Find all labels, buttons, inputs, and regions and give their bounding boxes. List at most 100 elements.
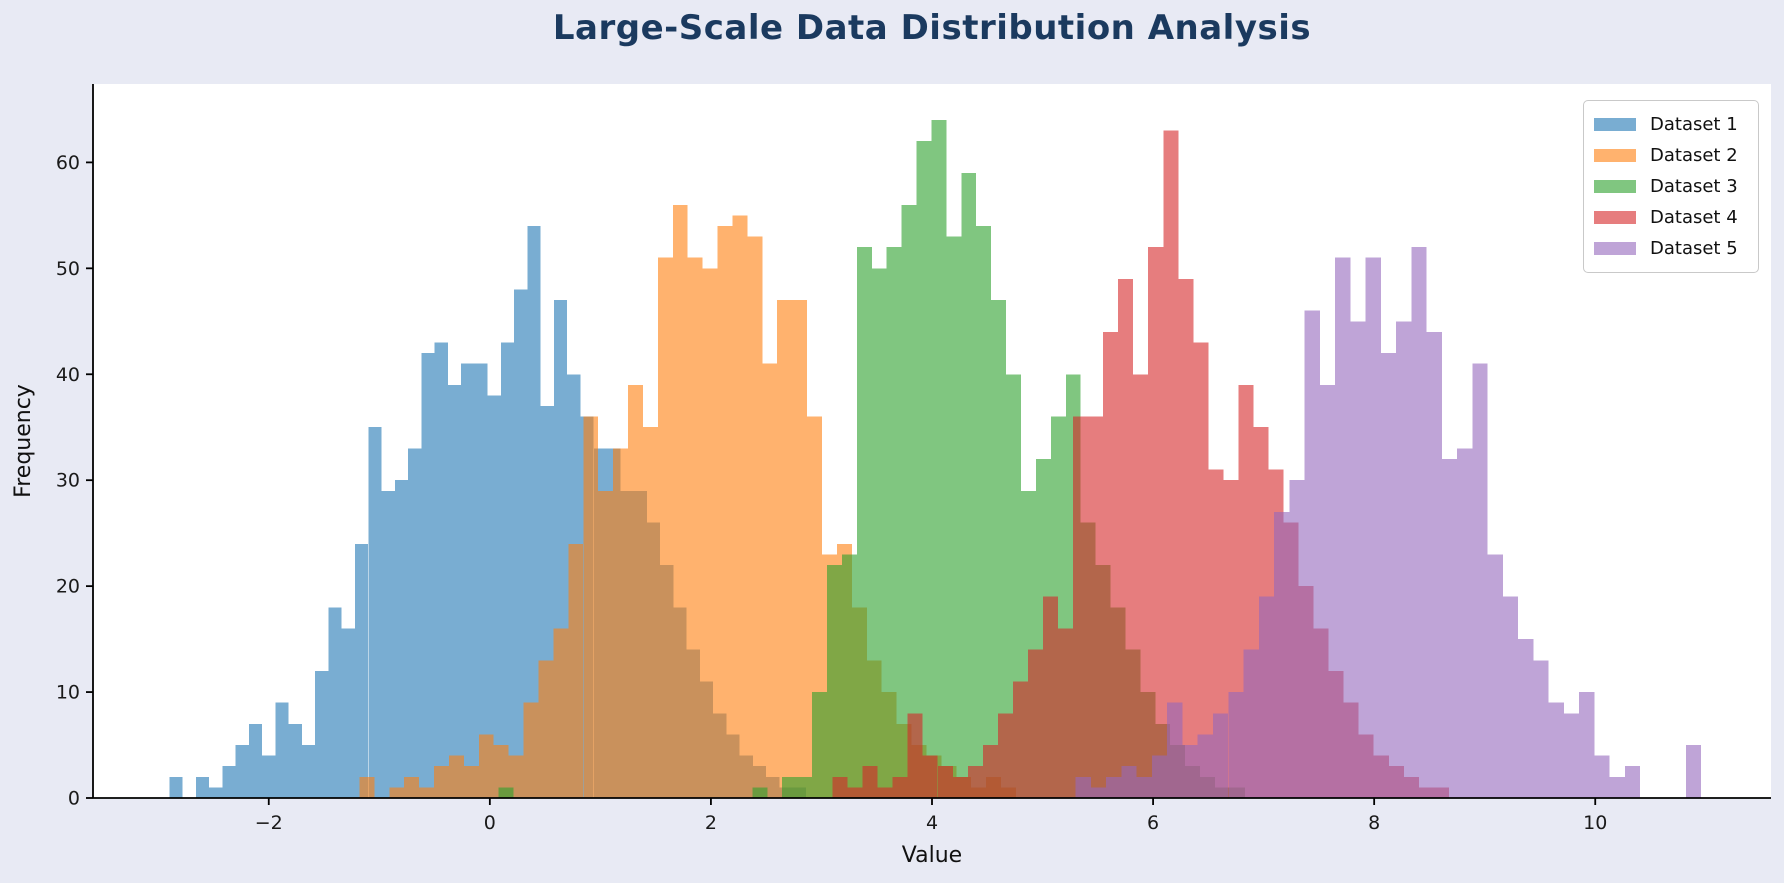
histogram-bar [419,787,435,798]
histogram-bar [394,480,409,798]
histogram-bar [1136,776,1152,798]
legend-item-dataset-5: Dataset 5 [1594,233,1748,264]
y-tick-label: 20 [56,576,80,598]
histogram-bar [493,745,509,798]
histogram-bar [1042,596,1059,798]
histogram-bar [1335,257,1351,799]
histogram-bar [1624,766,1641,798]
histogram-bar [732,215,748,799]
histogram-bar [195,776,210,798]
x-tick-label: 4 [926,812,938,834]
histogram-bar [1121,766,1137,798]
histogram-bar [1012,681,1028,798]
histogram-bar [687,257,703,799]
histogram-bar [952,776,968,798]
histogram-bar [1411,247,1427,798]
histogram-bar [877,787,893,798]
histogram-bar [862,766,878,798]
histogram-bar [1685,745,1702,798]
histogram-bar [777,300,793,798]
histogram-bar [1472,363,1488,798]
legend-label: Dataset 1 [1650,114,1738,135]
x-tick-label: 6 [1147,812,1159,834]
histogram-bar [613,448,629,798]
histogram-bar [341,628,355,798]
y-tick-label: 40 [56,364,80,386]
legend-swatch [1594,211,1636,224]
histogram-bar [886,247,902,798]
y-axis-label: Frequency [11,384,36,498]
histogram-bar [847,787,863,798]
histogram-bar [937,766,953,798]
histogram-bar [408,448,422,798]
histogram-bar [1396,321,1412,798]
histogram-bar [991,300,1007,798]
histogram-bar [1380,353,1397,798]
histogram-bar [628,384,643,798]
histogram-bar [976,225,992,798]
histogram-bar [997,713,1013,798]
histogram-bar [553,628,569,798]
histogram-bar [1167,702,1183,798]
legend-swatch [1594,242,1636,255]
histogram-bar [1487,554,1503,798]
legend-label: Dataset 3 [1650,176,1738,197]
histogram-bar [478,734,494,798]
histogram-bar [301,745,316,798]
histogram-bar [463,766,479,798]
histogram-bar [275,702,289,798]
histogram-bar [871,268,887,799]
histogram-bar [598,490,614,798]
histogram-bar [262,755,276,798]
histogram-bar [1228,692,1244,798]
histogram-bar [1103,331,1119,798]
histogram-bar [1243,649,1259,798]
histogram-bar [169,776,183,798]
histogram-bar [922,755,938,798]
histogram-bars [169,120,1702,799]
legend-item-dataset-3: Dataset 3 [1594,171,1748,202]
histogram-bar [1563,713,1580,798]
histogram-bar [642,427,658,798]
histogram-bar [381,490,395,798]
histogram-bar [222,766,236,798]
histogram-bar [892,776,908,798]
histogram-bar [474,363,488,798]
histogram-bar [762,363,778,798]
histogram-bar [354,543,369,798]
histogram-bar [1058,628,1074,798]
legend-item-dataset-1: Dataset 1 [1594,109,1748,140]
histogram-bar [447,384,462,798]
histogram-bar [288,723,302,798]
histogram-bar [982,745,998,798]
histogram-bar [568,543,584,798]
histogram-bar [1133,374,1149,798]
histogram-bar [1148,247,1164,798]
y-tick-label: 10 [56,682,80,704]
histogram-bar [1151,755,1168,798]
histogram-bar [1163,130,1179,799]
legend-label: Dataset 2 [1650,145,1738,166]
histogram-bar [389,787,405,798]
histogram-bar [1090,787,1107,798]
histogram-bar [359,776,375,798]
histogram-bar [1193,342,1209,798]
histogram-bar [826,564,842,798]
legend-swatch [1594,118,1636,131]
legend-swatch [1594,149,1636,162]
histogram-bar [717,225,733,798]
histogram-bar [498,787,514,798]
chart-title: Large-Scale Data Distribution Analysis [552,8,1312,48]
x-axis-label: Value [902,843,962,868]
histogram-bar [1212,713,1229,798]
histogram-bar [1274,511,1290,798]
y-tick-label: 0 [68,788,80,810]
x-tick-label: 0 [484,812,496,834]
histogram-bar [527,225,541,798]
histogram-bar [1027,649,1043,798]
histogram-bar [792,300,808,798]
x-tick-label: −2 [255,812,283,834]
histogram-bar [812,692,827,798]
histogram-bar [967,766,983,798]
